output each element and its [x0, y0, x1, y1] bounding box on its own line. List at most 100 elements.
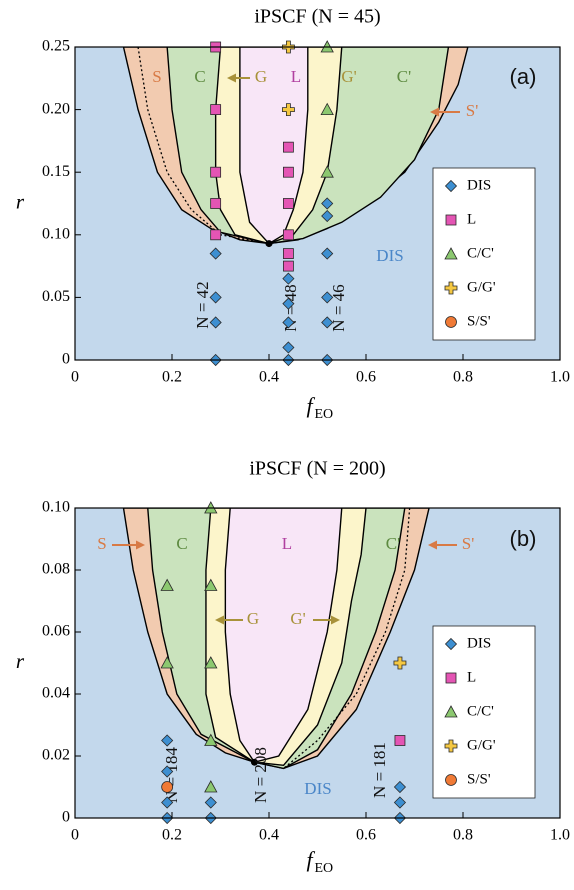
marker-plus	[282, 103, 295, 116]
marker-diamond	[393, 796, 407, 809]
marker-diamond	[393, 780, 407, 794]
marker-diamond	[321, 291, 334, 304]
marker-triangle	[444, 705, 458, 718]
marker-diamond	[209, 247, 222, 260]
marker-square	[282, 198, 294, 209]
marker-square	[445, 214, 457, 226]
marker-diamond	[321, 209, 334, 223]
x-tick-label: 0	[71, 827, 79, 844]
legend-label: DIS	[467, 177, 491, 193]
annotation: G	[255, 67, 267, 86]
x-tick-label: 0	[71, 369, 79, 386]
marker-diamond	[209, 316, 222, 329]
annotation: (a)	[510, 64, 537, 89]
x-tick-label: 1.0	[550, 827, 570, 844]
x-axis-label-sub: EO	[315, 861, 334, 876]
x-tick-label: 0.6	[356, 827, 376, 844]
critical-point	[250, 758, 258, 766]
marker-square	[282, 166, 294, 178]
x-axis-label: f	[306, 847, 315, 872]
marker-circle	[445, 316, 457, 328]
marker-diamond	[282, 316, 295, 329]
y-tick-label: 0.06	[42, 623, 70, 640]
marker-diamond	[204, 796, 217, 809]
y-tick-label: 0.08	[42, 561, 70, 578]
arrow-head	[136, 540, 145, 550]
marker-triangle	[160, 578, 174, 591]
legend-label: C/C'	[467, 703, 494, 719]
marker-circle	[445, 774, 457, 786]
y-tick-label: 0.10	[42, 225, 70, 242]
x-tick-label: 0.2	[162, 369, 182, 386]
legend-label: G/G'	[467, 279, 496, 295]
annotation: L	[291, 67, 301, 86]
marker-plus	[444, 281, 458, 295]
annotation: S'	[462, 534, 475, 553]
marker-square	[210, 198, 222, 209]
marker-square	[282, 229, 294, 241]
annotation: N = 208	[251, 747, 270, 803]
legend-label: C/C'	[467, 245, 494, 261]
legend-label: L	[467, 669, 476, 685]
x-tick-label: 0.4	[259, 369, 279, 386]
marker-triangle	[444, 247, 458, 260]
annotation: S	[152, 67, 161, 86]
y-tick-label: 0.20	[42, 100, 70, 117]
marker-triangle	[320, 102, 334, 115]
annotation: G'	[290, 609, 305, 628]
marker-triangle	[204, 780, 218, 793]
marker-square	[282, 260, 294, 272]
chart-panel: iPSCF (N = 45) S C G L G' C' S' DIS (a) N = 42 N = …	[16, 6, 570, 423]
x-tick-label: 0.8	[453, 827, 473, 844]
marker-square	[282, 141, 294, 153]
y-axis-label: r	[16, 189, 25, 213]
annotation: (b)	[510, 526, 537, 551]
marker-plus	[393, 656, 407, 670]
x-tick-label: 1.0	[550, 369, 570, 386]
legend-label: G/G'	[467, 737, 496, 753]
arrow-head	[215, 615, 224, 625]
x-tick-label: 0.4	[259, 827, 279, 844]
x-tick-label: 0.2	[162, 827, 182, 844]
annotation: DIS	[376, 246, 403, 265]
marker-circle	[161, 781, 174, 793]
arrow-head	[428, 540, 437, 550]
marker-triangle	[160, 656, 174, 669]
plot-frame	[74, 46, 561, 361]
y-tick-label: 0.10	[42, 499, 70, 516]
y-tick-label: 0.15	[42, 163, 70, 180]
marker-diamond	[444, 179, 458, 193]
annotation: L	[282, 534, 292, 553]
annotation: G'	[341, 67, 356, 86]
marker-diamond	[161, 796, 174, 809]
y-tick-label: 0.05	[42, 288, 70, 305]
legend-label: L	[467, 211, 476, 227]
marker-square	[210, 229, 222, 241]
marker-triangle	[204, 656, 218, 669]
annotation: C	[194, 67, 205, 86]
marker-diamond	[444, 637, 458, 651]
marker-diamond	[282, 272, 295, 285]
annotation: C	[176, 534, 187, 553]
y-tick-label: 0	[62, 351, 70, 368]
marker-square	[210, 166, 222, 178]
marker-diamond	[321, 316, 334, 329]
marker-diamond	[282, 297, 295, 310]
marker-square	[210, 104, 222, 115]
marker-triangle	[204, 733, 218, 746]
annotation: DIS	[304, 779, 331, 798]
x-axis-label-sub: EO	[315, 407, 334, 422]
annotation: S	[97, 534, 106, 553]
annotation: N = 181	[370, 742, 389, 798]
annotation: S'	[466, 101, 479, 120]
arrow-head	[331, 615, 340, 625]
marker-diamond	[321, 197, 334, 210]
chart-title: iPSCF (N = 45)	[254, 6, 380, 28]
chart-title: iPSCF (N = 200)	[249, 458, 385, 480]
legend-label: S/S'	[467, 771, 491, 787]
annotation: C'	[397, 67, 411, 86]
arrow-head	[430, 107, 439, 117]
y-tick-label: 0.04	[42, 685, 70, 702]
